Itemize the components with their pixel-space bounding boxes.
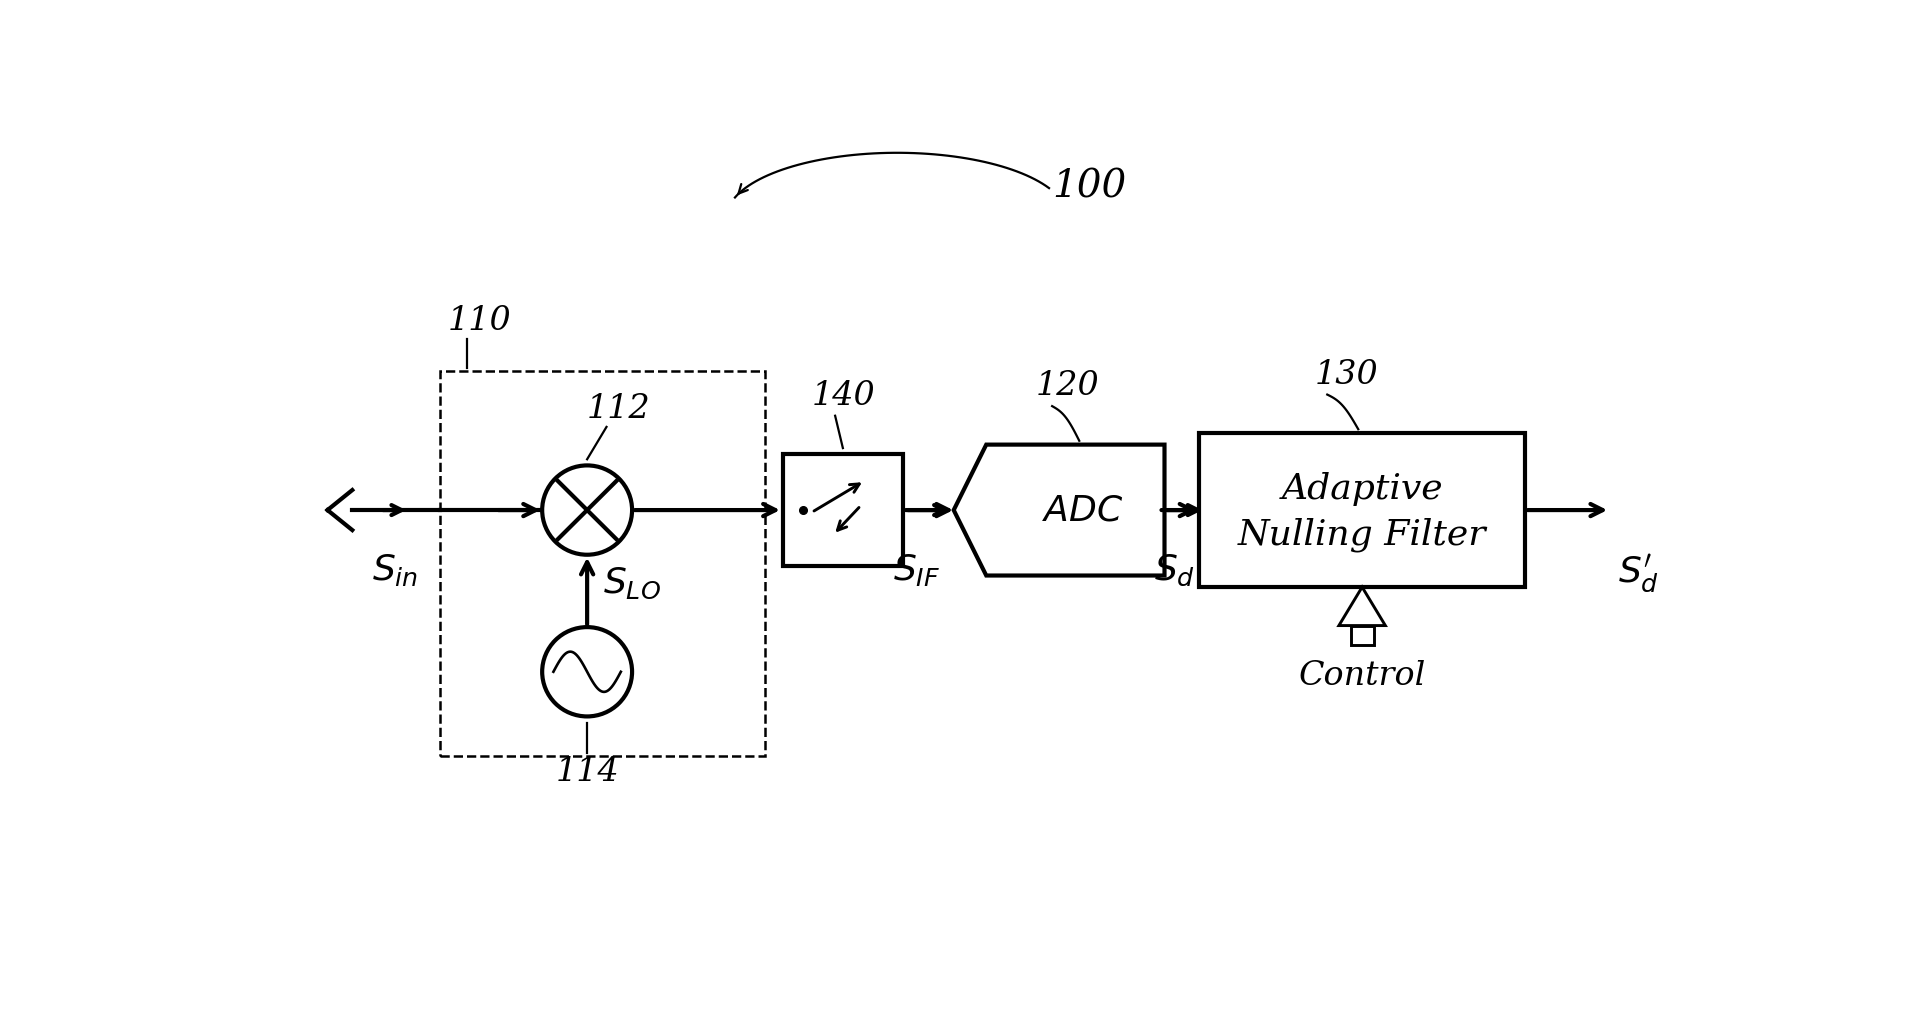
Circle shape [542,465,631,554]
Text: $S_{in}$: $S_{in}$ [372,552,418,588]
Circle shape [542,627,631,716]
Text: Nulling Filter: Nulling Filter [1238,518,1486,552]
Text: 114: 114 [555,756,620,789]
Text: $S_{IF}$: $S_{IF}$ [892,552,940,588]
Text: 112: 112 [587,394,650,426]
Text: 130: 130 [1314,359,1379,391]
Text: 110: 110 [448,305,511,337]
Text: 120: 120 [1036,370,1100,402]
Text: $S_{LO}$: $S_{LO}$ [603,566,660,601]
Polygon shape [954,445,1165,576]
Text: $S_d$: $S_d$ [1154,552,1194,588]
Bar [1350,626,1373,644]
Text: 100: 100 [1053,168,1127,206]
Text: $S_d'$: $S_d'$ [1617,552,1659,594]
Bar [782,454,902,566]
Polygon shape [1339,587,1384,626]
Bar [441,371,765,756]
Text: Adaptive: Adaptive [1282,472,1444,505]
Bar [1200,433,1526,587]
Text: $ADC$: $ADC$ [1043,493,1123,527]
Text: Control: Control [1299,660,1426,693]
Text: 140: 140 [812,380,875,412]
